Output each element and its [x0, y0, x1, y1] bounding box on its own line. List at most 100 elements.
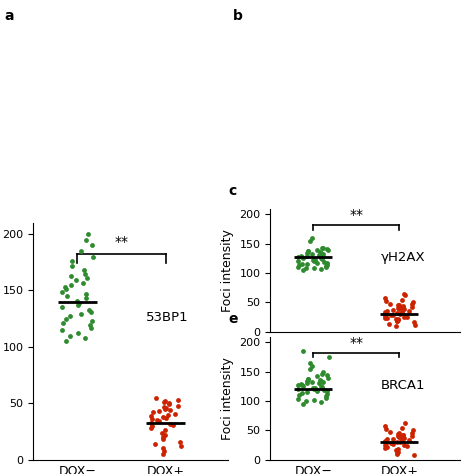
Point	[403, 442, 410, 449]
Point	[149, 422, 156, 430]
Point	[383, 436, 391, 443]
Point	[86, 322, 94, 329]
Point	[393, 438, 401, 446]
Point	[302, 264, 310, 272]
Point	[382, 437, 389, 445]
Point	[399, 296, 406, 303]
Point	[89, 253, 96, 260]
Point	[73, 276, 80, 284]
Point	[387, 439, 394, 447]
Text: 53BP1: 53BP1	[146, 311, 189, 324]
Point	[394, 446, 402, 453]
Point	[383, 307, 391, 314]
Point	[382, 309, 389, 316]
Point	[322, 394, 330, 401]
Point	[400, 306, 408, 313]
Point	[394, 316, 402, 324]
Point	[294, 395, 302, 402]
Point	[294, 264, 302, 271]
Point	[80, 266, 88, 274]
Point	[174, 396, 182, 404]
Point	[78, 247, 85, 255]
Point	[400, 434, 408, 442]
Point	[77, 310, 84, 318]
Point	[381, 294, 389, 301]
Point	[309, 256, 317, 264]
Point	[67, 281, 75, 289]
Point	[323, 387, 331, 394]
Y-axis label: Foci intensity: Foci intensity	[221, 357, 234, 439]
Point	[159, 436, 167, 443]
Point	[387, 311, 394, 319]
Point	[313, 387, 320, 395]
Point	[298, 252, 305, 260]
Point	[387, 300, 394, 308]
Point	[178, 442, 185, 450]
Point	[394, 304, 402, 311]
Point	[88, 317, 96, 325]
Text: **: **	[349, 208, 364, 222]
Point	[166, 406, 174, 414]
Point	[318, 382, 325, 390]
Point	[81, 270, 89, 277]
Point	[295, 382, 302, 389]
Point	[303, 380, 311, 387]
Point	[410, 299, 417, 306]
Point	[319, 378, 327, 385]
Point	[68, 257, 76, 265]
Point	[393, 450, 401, 458]
Point	[147, 419, 155, 426]
Point	[399, 431, 407, 439]
Point	[395, 434, 403, 441]
Point	[82, 236, 90, 244]
Point	[394, 432, 402, 440]
Point	[159, 445, 166, 452]
Point	[319, 250, 327, 257]
Point	[155, 408, 163, 415]
Y-axis label: Foci intensity: Foci intensity	[221, 229, 234, 311]
Point	[174, 402, 182, 410]
Text: e: e	[228, 312, 238, 326]
Point	[298, 261, 306, 268]
Point	[81, 334, 89, 342]
Point	[58, 304, 65, 311]
Point	[82, 290, 90, 298]
Point	[303, 377, 310, 385]
Point	[317, 249, 324, 256]
Point	[68, 262, 76, 269]
Point	[381, 312, 389, 320]
Point	[316, 248, 323, 256]
Point	[383, 443, 391, 451]
Point	[303, 388, 310, 395]
Point	[315, 379, 322, 387]
Point	[298, 389, 306, 397]
Point	[398, 437, 405, 444]
Point	[306, 359, 314, 367]
Point	[304, 247, 312, 255]
Point	[393, 309, 401, 317]
Point	[383, 314, 391, 321]
Point	[324, 246, 332, 254]
Point	[74, 301, 82, 309]
Point	[164, 411, 172, 419]
Point	[152, 440, 159, 448]
Point	[381, 444, 389, 452]
Point	[324, 390, 331, 398]
Point	[295, 254, 302, 261]
Point	[169, 421, 177, 428]
Point	[400, 313, 408, 320]
Point	[162, 404, 170, 411]
Point	[161, 397, 169, 405]
Point	[74, 329, 82, 337]
Point	[159, 450, 166, 458]
Point	[396, 433, 403, 441]
Point	[318, 245, 325, 252]
Point	[87, 324, 94, 331]
Point	[310, 257, 318, 264]
Point	[309, 384, 317, 392]
Point	[408, 301, 415, 308]
Point	[299, 255, 307, 262]
Text: **: **	[115, 235, 128, 249]
Point	[309, 379, 316, 386]
Point	[63, 337, 70, 345]
